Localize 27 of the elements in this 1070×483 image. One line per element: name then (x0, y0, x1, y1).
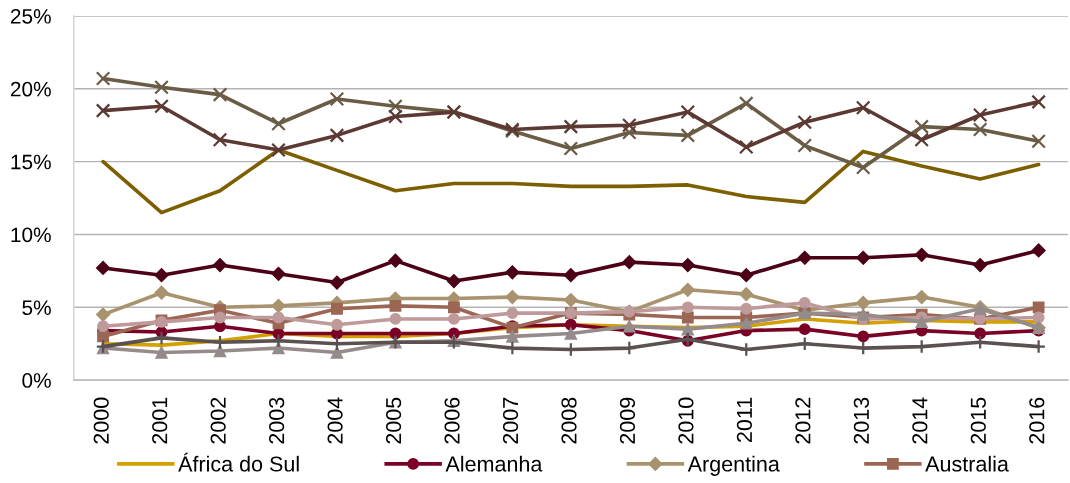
x-tick-label: 2002 (210, 397, 226, 444)
x-tick-label: 2004 (327, 397, 343, 444)
x-tick-label: 2008 (561, 397, 577, 444)
y-tick-label: 20% (10, 81, 51, 97)
x-tick-label: 2003 (269, 397, 285, 444)
x-tick-label: 2001 (152, 397, 168, 444)
x-tick-label: 2006 (444, 397, 460, 444)
legend-label: África do Sul (178, 452, 299, 472)
y-tick-label: 25% (10, 8, 51, 24)
y-tick-label: 15% (11, 154, 51, 170)
legend-label: Alemanha (445, 455, 543, 472)
y-tick-label: 5% (22, 300, 51, 316)
x-tick-label: 2010 (678, 397, 694, 444)
y-tick-label: 0% (22, 373, 51, 388)
x-tick-label: 2007 (502, 397, 519, 444)
x-tick-label: 2015 (970, 397, 986, 444)
x-tick-label: 2011 (736, 397, 753, 442)
legend-label: Australia (925, 455, 1009, 472)
x-tick-label: 2009 (619, 397, 636, 444)
x-tick-label: 2016 (1029, 397, 1045, 444)
x-tick-label: 2014 (912, 397, 928, 444)
legend-label: Argentina (687, 455, 780, 476)
x-tick-label: 2005 (385, 397, 402, 444)
x-tick-label: 2012 (795, 397, 811, 444)
y-tick-label: 10% (11, 227, 51, 243)
x-tick-label: 2000 (93, 397, 109, 444)
x-tick-label: 2013 (853, 397, 869, 444)
